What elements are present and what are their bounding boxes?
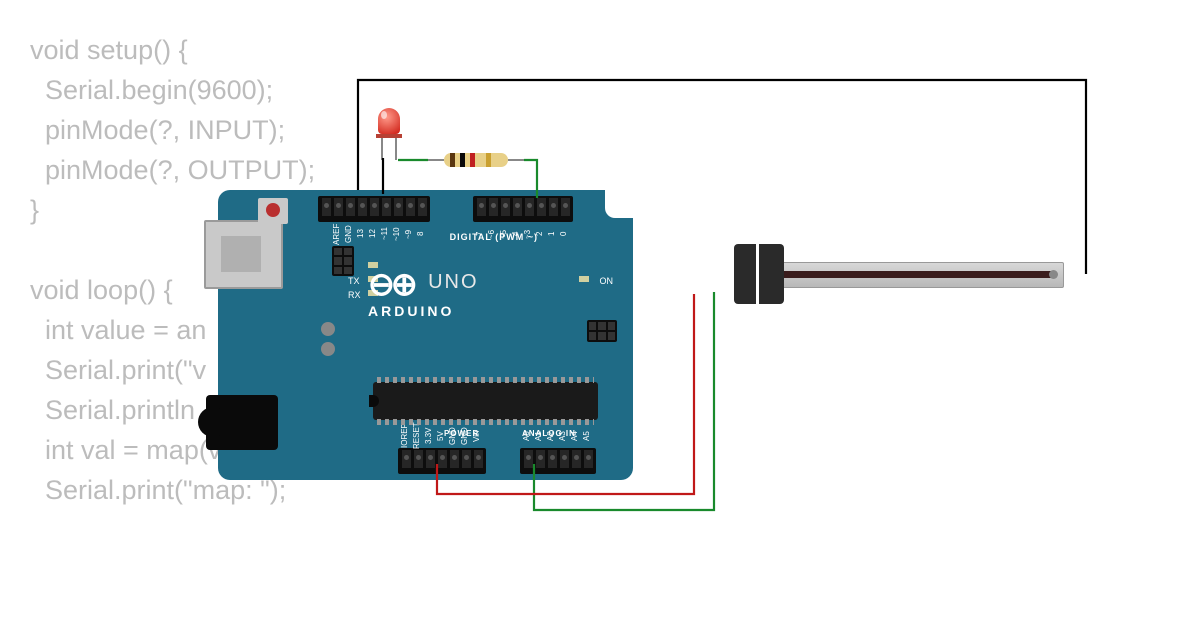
pin-labels-top-left: AREFGND1312~11~10~98 <box>320 220 428 248</box>
silk-digital: DIGITAL (PWM ~) <box>450 232 538 242</box>
header-digital-left <box>318 196 430 222</box>
led-component <box>378 108 402 138</box>
silk-analog: ANALOG IN <box>522 429 576 438</box>
silk-power: POWER <box>444 429 479 438</box>
slider-knob[interactable] <box>734 244 784 304</box>
icsp-header-1 <box>587 320 617 342</box>
header-analog <box>520 448 596 474</box>
arduino-uno-board: AREFGND1312~11~10~98 7~6~54~3210 IOREFRE… <box>218 190 633 480</box>
atmega-chip <box>373 382 598 420</box>
header-power <box>398 448 486 474</box>
on-label: ON <box>600 276 614 286</box>
icsp-header-2 <box>332 246 354 276</box>
arduino-logo: ⊖⊕ UNO ARDUINO <box>368 265 479 321</box>
slide-potentiometer[interactable] <box>720 258 1070 290</box>
header-digital-right <box>473 196 573 222</box>
power-jack <box>206 395 278 450</box>
reset-button[interactable] <box>258 198 288 224</box>
resistor-component <box>430 153 522 167</box>
usb-port <box>204 220 283 289</box>
